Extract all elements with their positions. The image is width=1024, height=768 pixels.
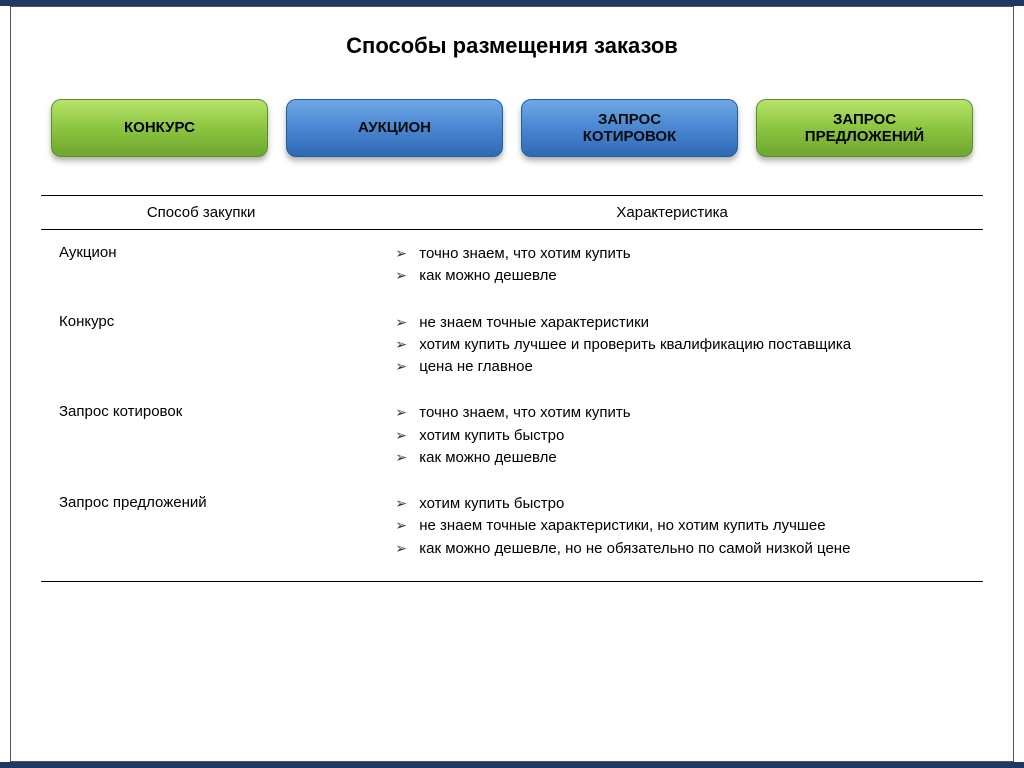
method-cell: Запрос котировок — [41, 389, 361, 480]
page-title: Способы размещения заказов — [41, 33, 983, 59]
slide-inner: Способы размещения заказов КОНКУРС АУКЦИ… — [10, 6, 1014, 762]
table-row: Запрос котировок точно знаем, что хотим … — [41, 389, 983, 480]
list-item: как можно дешевле — [395, 448, 979, 468]
bullet-list: хотим купить быстро не знаем точные хара… — [365, 494, 979, 559]
list-item: хотим купить лучшее и проверить квалифик… — [395, 335, 979, 355]
char-cell: точно знаем, что хотим купить как можно … — [361, 230, 983, 299]
pill-zapros-predlozheniy: ЗАПРОС ПРЕДЛОЖЕНИЙ — [756, 99, 973, 157]
list-item: как можно дешевле — [395, 266, 979, 286]
list-item: цена не главное — [395, 357, 979, 377]
pill-auktsion: АУКЦИОН — [286, 99, 503, 157]
list-item: как можно дешевле, но не обязательно по … — [395, 539, 979, 559]
method-cell: Запрос предложений — [41, 480, 361, 581]
char-cell: хотим купить быстро не знаем точные хара… — [361, 480, 983, 581]
char-cell: точно знаем, что хотим купить хотим купи… — [361, 389, 983, 480]
table-row: Конкурс не знаем точные характеристики х… — [41, 299, 983, 390]
pill-konkurs: КОНКУРС — [51, 99, 268, 157]
list-item: хотим купить быстро — [395, 426, 979, 446]
comparison-table: Способ закупки Характеристика Аукцион то… — [41, 195, 983, 582]
pill-row: КОНКУРС АУКЦИОН ЗАПРОС КОТИРОВОК ЗАПРОС … — [51, 99, 973, 157]
char-cell: не знаем точные характеристики хотим куп… — [361, 299, 983, 390]
list-item: не знаем точные характеристики — [395, 313, 979, 333]
slide-frame: Способы размещения заказов КОНКУРС АУКЦИ… — [0, 0, 1024, 768]
method-cell: Аукцион — [41, 230, 361, 299]
bullet-list: не знаем точные характеристики хотим куп… — [365, 313, 979, 378]
table-row: Запрос предложений хотим купить быстро н… — [41, 480, 983, 581]
list-item: точно знаем, что хотим купить — [395, 403, 979, 423]
list-item: точно знаем, что хотим купить — [395, 244, 979, 264]
header-characteristic: Характеристика — [361, 196, 983, 230]
table-header-row: Способ закупки Характеристика — [41, 196, 983, 230]
table-row: Аукцион точно знаем, что хотим купить ка… — [41, 230, 983, 299]
bullet-list: точно знаем, что хотим купить хотим купи… — [365, 403, 979, 468]
list-item: не знаем точные характеристики, но хотим… — [395, 516, 979, 536]
pill-zapros-kotirovok: ЗАПРОС КОТИРОВОК — [521, 99, 738, 157]
header-method: Способ закупки — [41, 196, 361, 230]
list-item: хотим купить быстро — [395, 494, 979, 514]
bullet-list: точно знаем, что хотим купить как можно … — [365, 244, 979, 287]
method-cell: Конкурс — [41, 299, 361, 390]
